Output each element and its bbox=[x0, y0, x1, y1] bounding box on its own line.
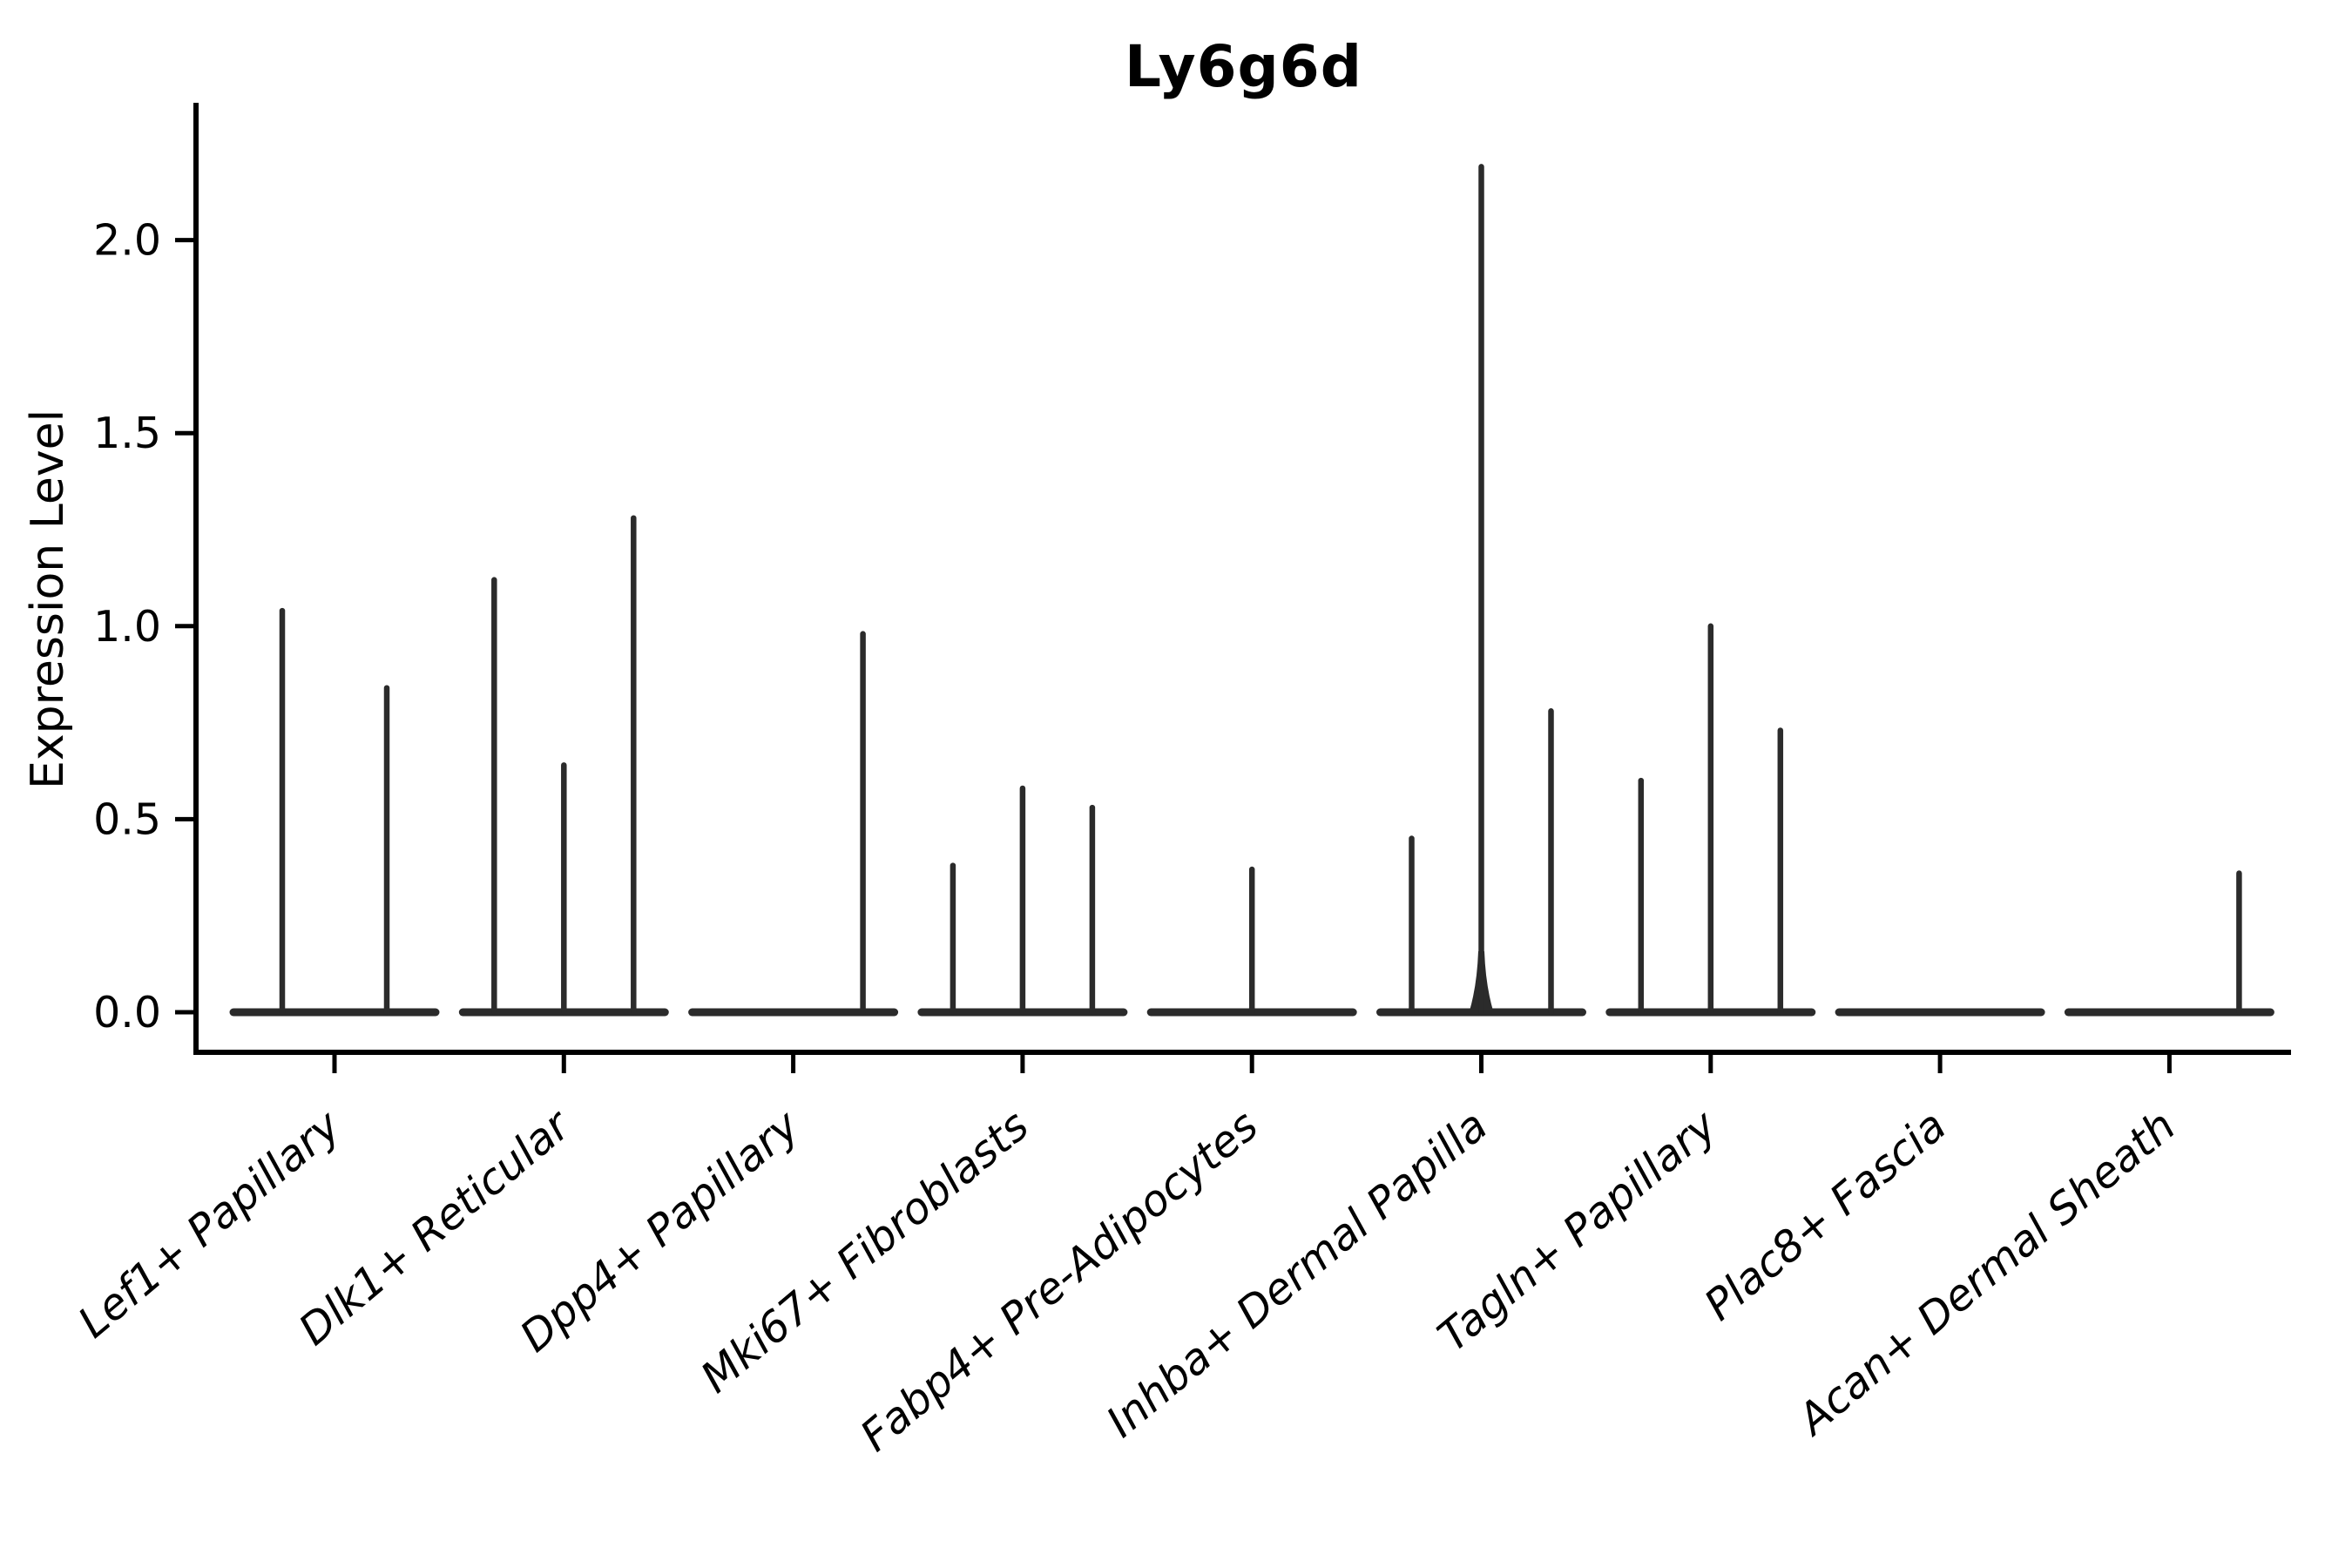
y-tick-label: 0.0 bbox=[93, 988, 161, 1037]
y-tick-label: 1.0 bbox=[93, 602, 161, 652]
y-tick-label: 1.5 bbox=[93, 409, 161, 458]
x-tick-label: Acan+ Dermal Sheath bbox=[1787, 1101, 2185, 1446]
x-tick-label: Plac8+ Fascia bbox=[1695, 1101, 1956, 1331]
y-tick-label: 0.5 bbox=[93, 794, 161, 844]
x-tick-label: Inhba+ Dermal Papilla bbox=[1098, 1101, 1497, 1448]
chart-title: Ly6g6d bbox=[1125, 33, 1362, 100]
y-tick-label: 2.0 bbox=[93, 216, 161, 266]
x-tick-label: Fabp4+ Pre-Adipocytes bbox=[851, 1101, 1267, 1462]
